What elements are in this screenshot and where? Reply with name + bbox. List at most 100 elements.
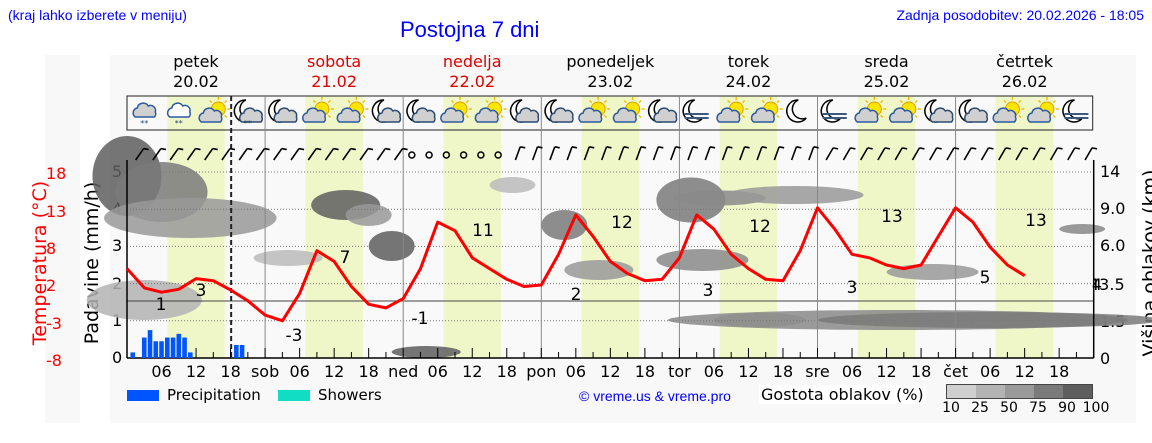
sun-cloud-icon <box>302 97 334 123</box>
day-name: sreda <box>864 52 909 71</box>
x-tick-label: 12 <box>600 362 621 381</box>
sun-cloud-icon <box>440 97 472 123</box>
svg-text:3: 3 <box>196 281 207 301</box>
legend-precipitation: Precipitation <box>127 386 261 404</box>
x-tick-label: tor <box>668 362 691 381</box>
x-tick-label: 06 <box>565 362 586 381</box>
moon-cloud-icon <box>958 99 989 123</box>
x-tick-label: 18 <box>1048 362 1070 381</box>
x-tick-label: 18 <box>358 362 379 381</box>
svg-text:13: 13 <box>1025 211 1047 231</box>
showers-swatch <box>278 389 310 401</box>
day-date: 23.02 <box>587 72 634 91</box>
cloud-density-scale <box>946 384 1093 399</box>
moon-cloud-icon <box>509 99 540 123</box>
density-tick: 50 <box>1000 400 1018 416</box>
x-tick-label: 06 <box>151 362 172 381</box>
sun-cloud-icon <box>854 97 887 123</box>
sun-cloud-icon <box>474 97 507 123</box>
day-name: četrtek <box>996 52 1054 71</box>
precip-tick: 0 <box>112 348 123 367</box>
sun-cloud-icon <box>992 97 1025 123</box>
x-tick-label: 18 <box>496 362 517 381</box>
x-tick-label: sre <box>805 362 830 381</box>
x-tick-label: 06 <box>427 362 448 381</box>
svg-text:2: 2 <box>571 285 582 305</box>
x-tick-label: 12 <box>185 362 207 381</box>
day-name: petek <box>173 52 219 71</box>
day-date: 21.02 <box>311 72 357 91</box>
moon-cloud-icon <box>647 99 678 123</box>
day-header-4: torek 24.02 <box>679 52 817 92</box>
svg-text:7: 7 <box>340 248 351 268</box>
moon-cloud-icon <box>544 99 574 123</box>
density-swatch <box>1034 385 1063 398</box>
x-tick-label: 12 <box>876 362 897 381</box>
day-date: 25.02 <box>863 72 910 91</box>
copyright-link[interactable]: © vreme.us & vreme.pro <box>579 388 731 404</box>
x-tick-label: 12 <box>738 362 759 381</box>
x-tick-label: 12 <box>323 362 345 381</box>
density-tick: 90 <box>1058 400 1076 416</box>
cloud-height-tick: 0 <box>1100 349 1111 368</box>
moon-cloud-icon <box>268 99 298 123</box>
svg-text:-1: -1 <box>412 309 429 329</box>
svg-text:13: 13 <box>881 207 903 227</box>
cloud-snow-icon: ** <box>166 102 191 128</box>
x-tick-label: ned <box>388 362 419 381</box>
moon-fog-icon <box>1062 99 1089 123</box>
cloud-height-tick: 43.5 <box>1089 275 1125 294</box>
temperature-axis-panel <box>45 55 80 423</box>
day-date: 24.02 <box>725 72 772 91</box>
x-tick-label: 06 <box>289 362 310 381</box>
day-date: 26.02 <box>1001 72 1048 91</box>
svg-text:4: 4 <box>1092 275 1102 294</box>
x-tick-label: 18 <box>634 362 656 381</box>
temp-tick: -8 <box>46 351 62 370</box>
x-tick-label: sob <box>250 362 280 381</box>
page-title: Postojna 7 dni <box>400 17 540 42</box>
moon-cloud-icon <box>924 99 954 123</box>
day-header-0: petek 20.02 <box>127 52 265 92</box>
day-name: sobota <box>307 52 362 71</box>
moon-clear-icon <box>786 99 807 123</box>
density-tick: 75 <box>1029 400 1047 416</box>
x-tick-label: 18 <box>772 362 794 381</box>
temp-tick: -3 <box>46 314 62 333</box>
temp-tick: 8 <box>46 239 57 258</box>
day-header-5: sreda 25.02 <box>818 52 956 92</box>
svg-text:3: 3 <box>847 278 858 298</box>
svg-text:**: ** <box>140 119 148 128</box>
day-name: nedelja <box>442 52 502 71</box>
precipitation-swatch <box>127 389 159 401</box>
svg-text:3: 3 <box>703 281 714 301</box>
x-tick-label: 18 <box>910 362 932 381</box>
svg-text:**: ** <box>175 119 183 128</box>
cloud-height-tick: 9.0 <box>1100 199 1126 218</box>
moon-cloud-icon <box>371 99 402 123</box>
day-header-2: nedelja 22.02 <box>403 52 541 92</box>
density-swatch <box>976 385 1005 398</box>
x-tick-label: čet <box>943 362 969 381</box>
moon-cloud-icon <box>406 99 436 123</box>
cloud-density-label: Gostota oblakov (%) <box>759 385 926 404</box>
precip-tick: 1 <box>112 310 123 330</box>
svg-text:12: 12 <box>749 217 771 237</box>
density-swatch <box>1063 385 1092 398</box>
cloud-snow-heavy-icon: ** <box>132 102 157 128</box>
temp-tick: 18 <box>46 164 67 183</box>
sun-cloud-icon <box>198 97 231 123</box>
svg-text:11: 11 <box>472 221 494 241</box>
density-tick: 100 <box>1082 400 1110 416</box>
temp-tick: 2 <box>46 276 57 295</box>
day-date: 20.02 <box>173 72 219 91</box>
day-name: torek <box>727 52 770 71</box>
sun-cloud-icon <box>888 97 921 123</box>
moon-cloud-snow-icon: ** <box>233 99 264 128</box>
cloud-height-tick: 6.0 <box>1100 236 1126 255</box>
svg-text:12: 12 <box>611 213 633 233</box>
region-hint: (kraj lahko izberete v meniju) <box>8 7 187 23</box>
svg-text:1: 1 <box>156 295 167 315</box>
density-swatch <box>1005 385 1034 398</box>
